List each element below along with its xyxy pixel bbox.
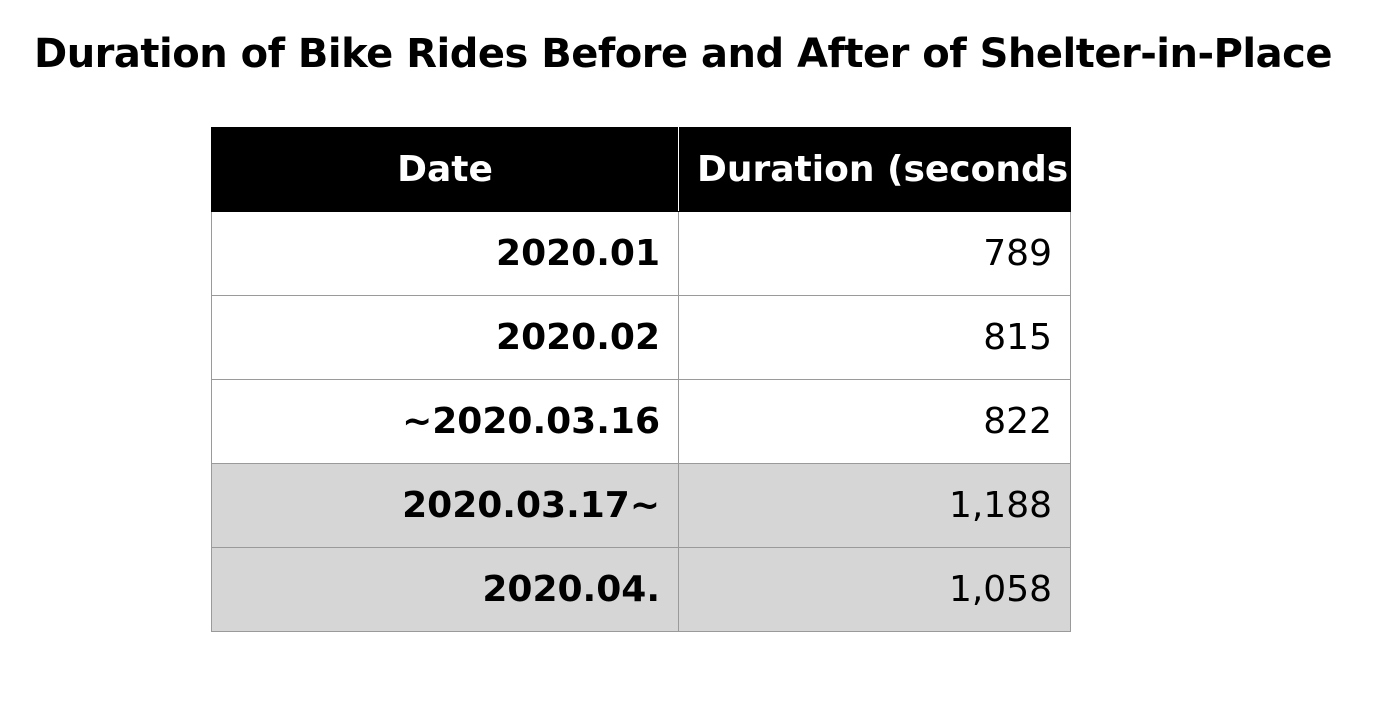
- table-row: 2020.03.17~ 1,188: [211, 463, 1071, 548]
- table-row: ~2020.03.16 822: [211, 379, 1071, 464]
- table-row: 2020.04. 1,058: [211, 547, 1071, 632]
- table-row: 2020.01 789: [211, 211, 1071, 296]
- duration-cell: 1,188: [678, 463, 1071, 548]
- table-row: 2020.02 815: [211, 295, 1071, 380]
- column-header-date: Date: [211, 127, 679, 212]
- date-cell: 2020.04.: [211, 547, 679, 632]
- table-header-row: Date Duration (seconds): [211, 127, 1085, 212]
- date-cell: 2020.01: [211, 211, 679, 296]
- data-table: Date Duration (seconds) 2020.01 789 2020…: [211, 127, 1085, 632]
- chart-title: Duration of Bike Rides Before and After …: [34, 31, 1332, 77]
- duration-cell: 822: [678, 379, 1071, 464]
- column-header-duration: Duration (seconds): [678, 127, 1085, 212]
- duration-cell: 1,058: [678, 547, 1071, 632]
- duration-cell: 789: [678, 211, 1071, 296]
- duration-cell: 815: [678, 295, 1071, 380]
- date-cell: 2020.03.17~: [211, 463, 679, 548]
- date-cell: 2020.02: [211, 295, 679, 380]
- date-cell: ~2020.03.16: [211, 379, 679, 464]
